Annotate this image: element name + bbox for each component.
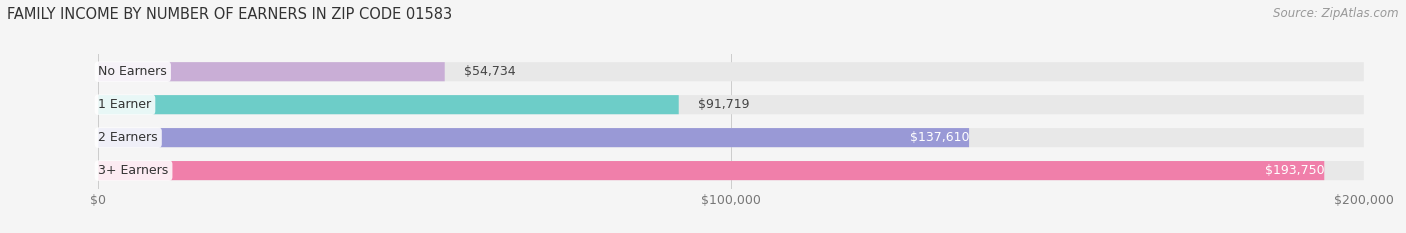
Text: $193,750: $193,750 [1264,164,1324,177]
Text: $91,719: $91,719 [697,98,749,111]
FancyBboxPatch shape [98,128,1364,147]
Text: $54,734: $54,734 [464,65,516,78]
FancyBboxPatch shape [98,161,1364,180]
Text: 3+ Earners: 3+ Earners [98,164,169,177]
Text: FAMILY INCOME BY NUMBER OF EARNERS IN ZIP CODE 01583: FAMILY INCOME BY NUMBER OF EARNERS IN ZI… [7,7,453,22]
FancyBboxPatch shape [98,161,1324,180]
FancyBboxPatch shape [98,62,444,81]
Text: No Earners: No Earners [98,65,167,78]
Text: 2 Earners: 2 Earners [98,131,157,144]
Text: Source: ZipAtlas.com: Source: ZipAtlas.com [1274,7,1399,20]
Text: $137,610: $137,610 [910,131,969,144]
FancyBboxPatch shape [98,95,1364,114]
FancyBboxPatch shape [98,95,679,114]
FancyBboxPatch shape [98,128,969,147]
FancyBboxPatch shape [98,62,1364,81]
Text: 1 Earner: 1 Earner [98,98,152,111]
